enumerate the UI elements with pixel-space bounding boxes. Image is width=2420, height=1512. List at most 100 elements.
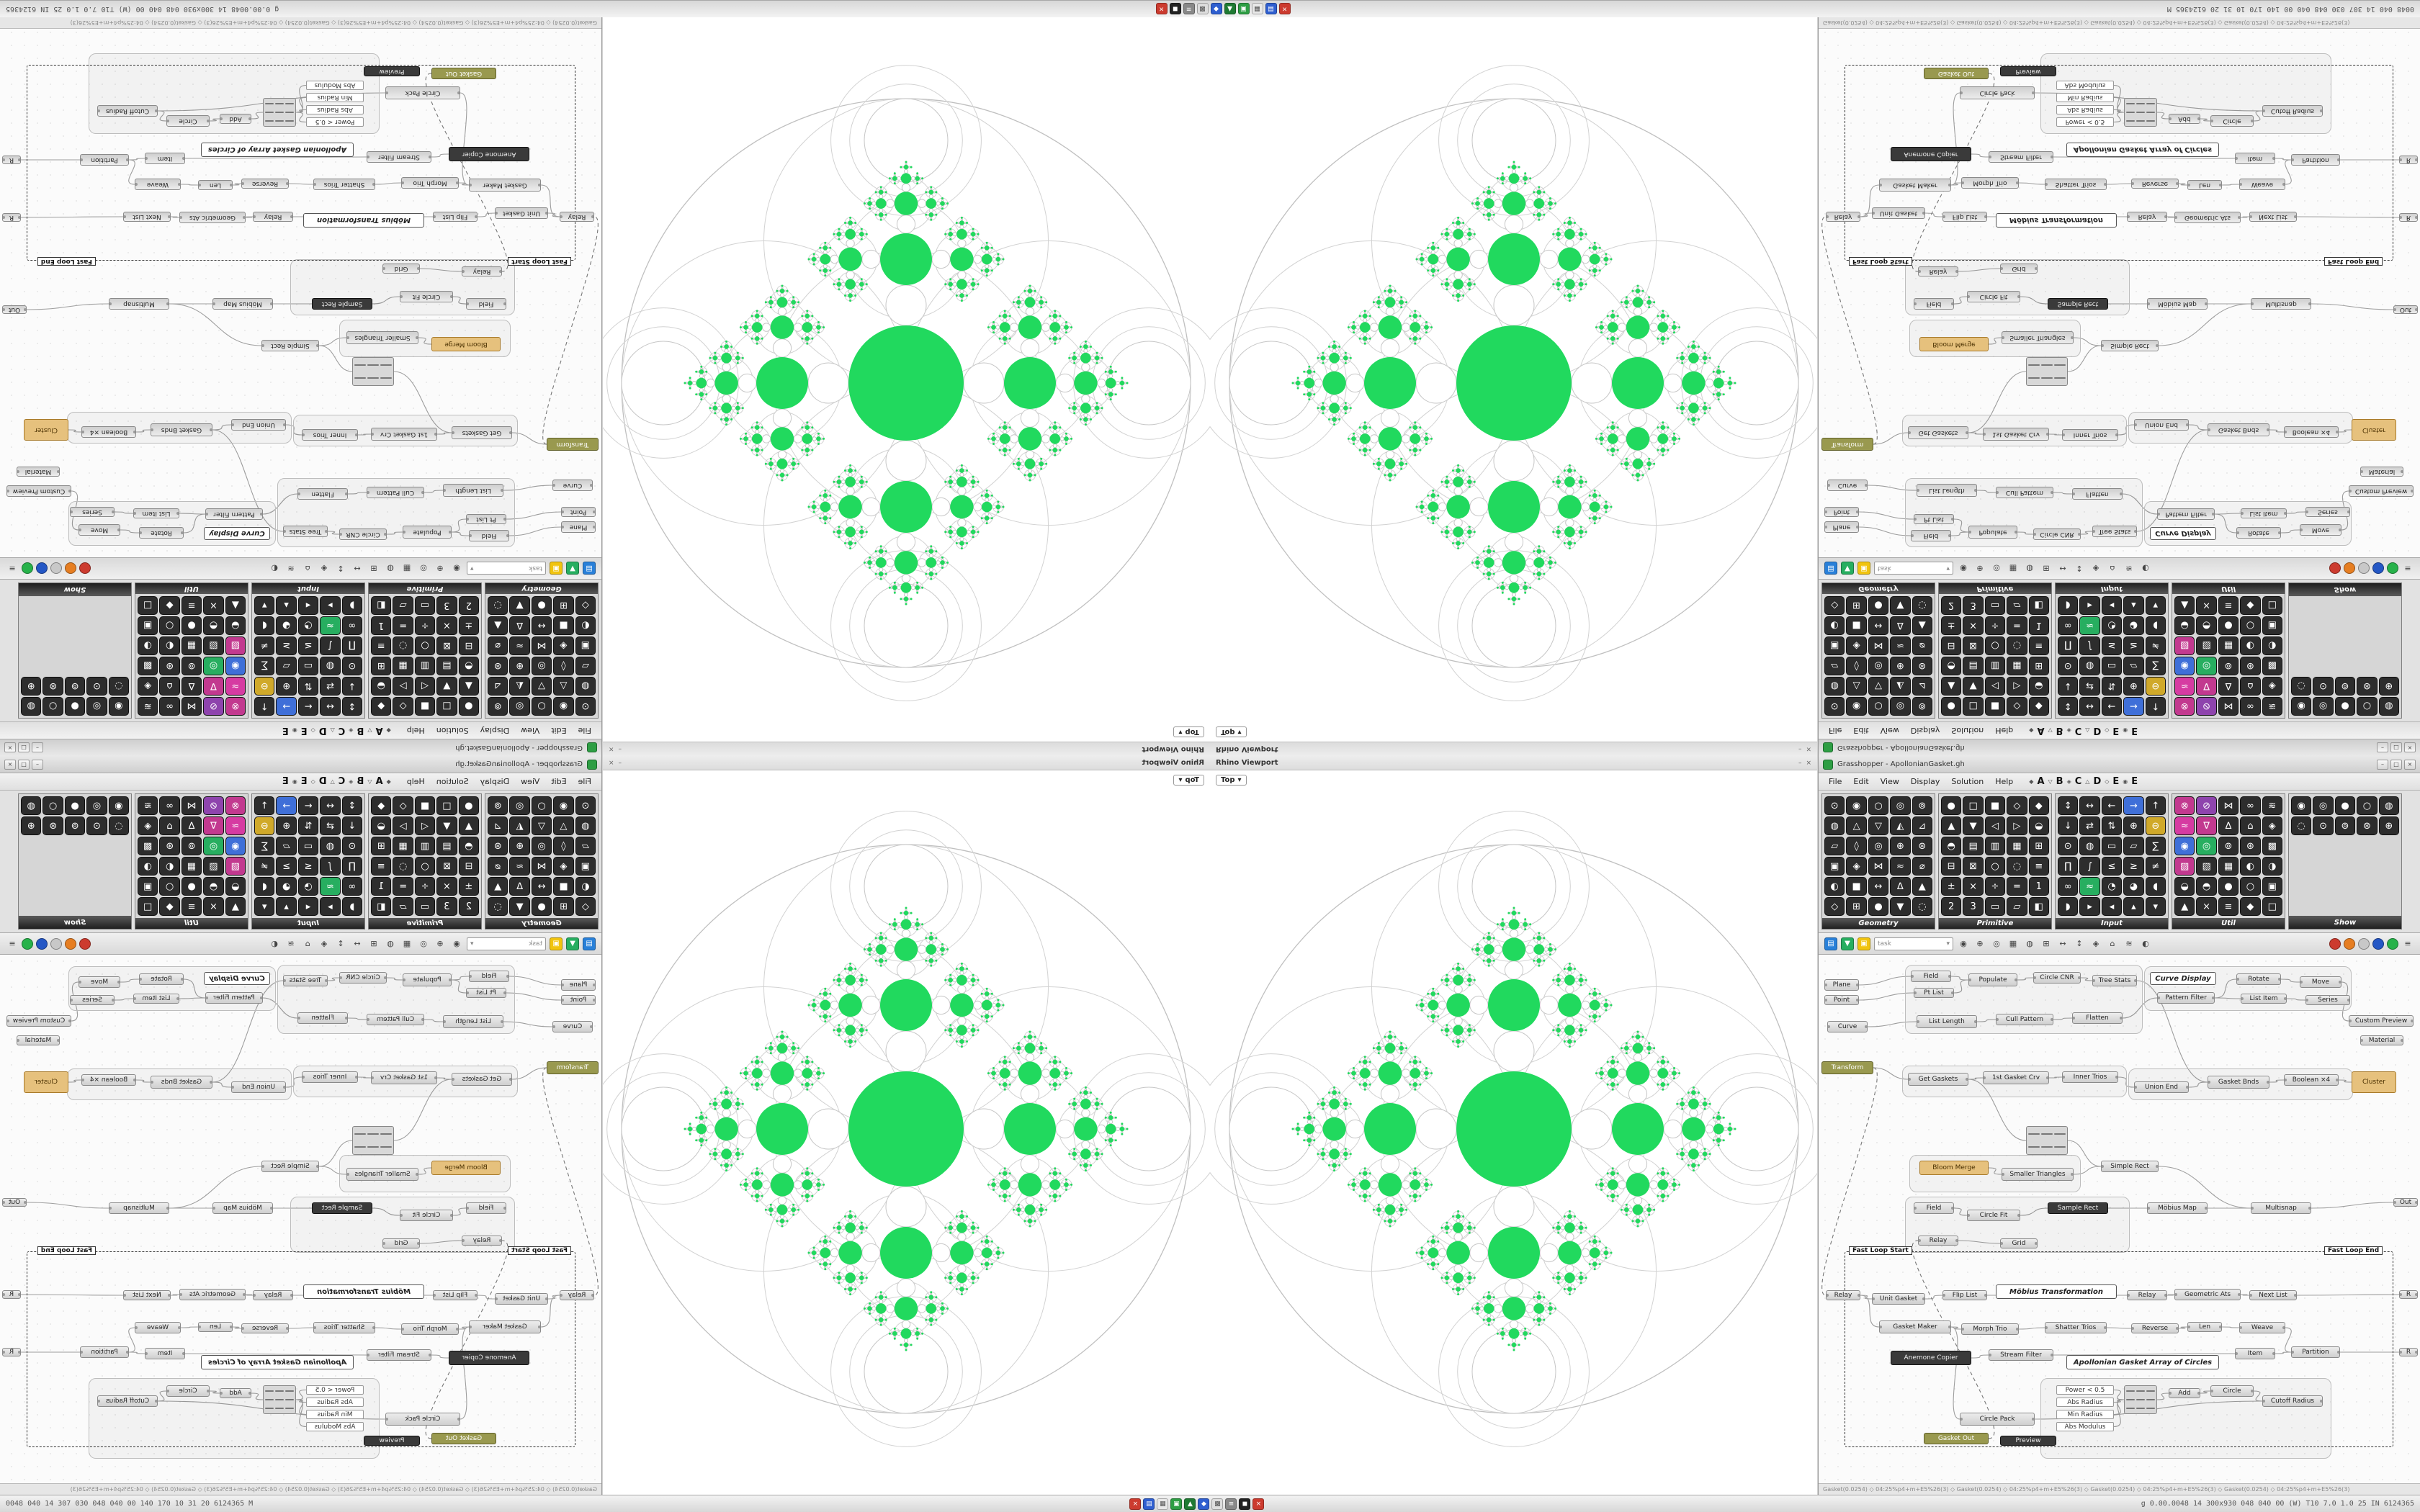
component-icon[interactable]: ◐ <box>2240 636 2261 655</box>
component-icon[interactable]: ⊙ <box>2313 677 2334 696</box>
gh-node[interactable]: Circle Fit <box>1967 1210 2020 1221</box>
color-swatch[interactable] <box>2146 1408 2155 1409</box>
gh-node[interactable]: Relay <box>560 1290 594 1300</box>
viewport-canvas[interactable]: Top ▾ <box>602 17 1210 742</box>
toolbar-icon[interactable]: ⊞ <box>2043 939 2050 948</box>
color-swatch[interactable] <box>275 1390 284 1392</box>
component-icon[interactable]: ⊙ <box>341 837 362 855</box>
component-icon[interactable]: ▣ <box>138 616 158 635</box>
taskbar-terminal-icon[interactable]: ▲ <box>1184 1498 1196 1510</box>
gh-node[interactable]: Gasket Out <box>431 68 496 79</box>
palette-tab-primitive[interactable]: Primitive <box>369 583 481 594</box>
component-icon[interactable]: ⊗ <box>2174 697 2195 716</box>
gh-node[interactable]: Power < 0.5 <box>306 117 364 127</box>
gh-node[interactable]: Weave <box>135 179 181 190</box>
gh-node[interactable]: Morph Trio <box>1961 177 2019 189</box>
component-icon[interactable]: ◍ <box>2079 837 2100 855</box>
button-cell[interactable] <box>380 1133 392 1135</box>
component-icon[interactable]: ▱ <box>2007 897 2027 916</box>
plugin-tab-e[interactable]: E <box>2112 725 2120 736</box>
color-swatch[interactable] <box>2136 1399 2145 1400</box>
button-cell[interactable] <box>2054 1146 2066 1148</box>
gh-node[interactable]: Cull Pattern <box>1996 1014 2053 1025</box>
button-cell[interactable] <box>380 377 392 379</box>
component-icon[interactable]: ≈ <box>2079 616 2100 635</box>
color-swatch[interactable] <box>2146 120 2155 122</box>
component-icon[interactable]: ∞ <box>341 616 362 635</box>
component-icon[interactable]: ▧ <box>2196 857 2217 876</box>
gh-node[interactable]: R <box>2 1348 21 1356</box>
component-icon[interactable]: ▴ <box>2123 897 2144 916</box>
rhino-viewport[interactable]: Rhino Viewport – × Top ▾ <box>602 17 1210 756</box>
component-icon[interactable]: ⇅ <box>297 816 319 835</box>
component-icon[interactable]: 3 <box>436 596 457 615</box>
component-icon[interactable]: ≡ <box>2218 897 2239 916</box>
rhino-viewport[interactable]: Rhino Viewport – × Top ▾ <box>1210 17 1818 756</box>
toolbar-icon[interactable]: ↔ <box>2059 564 2066 573</box>
gh-node[interactable]: Möbius Map <box>212 1202 273 1214</box>
gh-node[interactable]: Cull Pattern <box>1996 487 2053 498</box>
component-icon[interactable]: ● <box>181 877 202 896</box>
toolbar-icon[interactable]: ⊞ <box>370 564 377 573</box>
component-icon[interactable]: ◗ <box>2058 897 2079 916</box>
gh-node[interactable]: Sample Rect <box>312 1202 372 1214</box>
toolbar-new-icon[interactable]: ▣ <box>550 937 563 950</box>
component-icon[interactable]: ▣ <box>2262 616 2282 635</box>
component-icon[interactable]: ◍ <box>21 796 42 815</box>
gh-node[interactable]: Power < 0.5 <box>2056 117 2114 127</box>
component-icon[interactable]: ◎ <box>2313 697 2334 716</box>
gh-node[interactable]: Len <box>2187 180 2222 190</box>
gh-node[interactable]: Rotate <box>139 527 184 539</box>
component-icon[interactable]: ≈ <box>320 877 341 896</box>
toolbar-icon[interactable]: ◐ <box>271 939 278 948</box>
gh-node[interactable]: Min Radius <box>2056 93 2114 102</box>
component-icon[interactable]: ○ <box>42 697 63 716</box>
gh-node[interactable]: Sample Rect <box>2048 1202 2108 1214</box>
component-icon[interactable]: ⊞ <box>371 837 392 855</box>
gh-node[interactable]: Anemone Copier <box>1891 1351 1971 1365</box>
plugin-tab-a[interactable]: A <box>2037 725 2045 736</box>
component-icon[interactable]: ≠ <box>2145 857 2166 876</box>
gh-node[interactable]: Flip List <box>1942 212 1987 222</box>
gh-node[interactable] <box>352 1126 394 1155</box>
display-ball-icon[interactable] <box>2387 562 2398 575</box>
gh-node[interactable]: Multisnap <box>109 298 169 310</box>
button-cell[interactable] <box>354 1146 366 1148</box>
component-icon[interactable]: ▦ <box>393 837 413 855</box>
menu-display[interactable]: Display <box>1910 726 1940 735</box>
gh-node[interactable]: Anemone Copier <box>1891 147 1971 161</box>
component-icon[interactable]: ◐ <box>575 616 596 635</box>
component-icon[interactable]: 1 <box>2028 877 2049 896</box>
toolbar-icon[interactable]: ◍ <box>2026 939 2033 948</box>
component-icon[interactable]: ≈ <box>225 816 246 835</box>
component-icon[interactable]: ∆ <box>1890 616 1911 635</box>
component-icon[interactable]: × <box>2196 897 2217 916</box>
plugin-tab-d[interactable]: D <box>2093 725 2102 736</box>
gh-node[interactable]: Relay <box>2127 1290 2167 1300</box>
component-icon[interactable]: ◎ <box>86 796 107 815</box>
gh-node[interactable]: Material <box>17 1035 60 1045</box>
component-icon[interactable]: ◉ <box>2291 697 2312 716</box>
component-icon[interactable]: ● <box>2334 697 2356 716</box>
plugin-tab-c[interactable]: C <box>2074 725 2082 736</box>
color-swatch[interactable] <box>2146 103 2155 104</box>
component-icon[interactable]: ▭ <box>297 657 319 675</box>
component-icon[interactable]: ▲ <box>488 877 508 896</box>
toolbar-icon[interactable]: ◈ <box>2092 939 2099 948</box>
component-icon[interactable]: ± <box>458 877 479 896</box>
component-icon[interactable]: ▾ <box>2145 897 2166 916</box>
gh-node[interactable]: Cutoff Radius <box>2262 105 2323 117</box>
component-icon[interactable]: ⊛ <box>42 816 63 835</box>
component-icon[interactable]: ⊚ <box>488 796 508 815</box>
component-icon[interactable]: ⌂ <box>159 677 180 696</box>
component-icon[interactable]: ◓ <box>2196 616 2217 635</box>
palette-tab-util[interactable]: Util <box>2172 918 2285 929</box>
gh-node[interactable]: Material <box>2360 1035 2403 1045</box>
toolbar-icon[interactable]: ↕ <box>2076 939 2083 948</box>
menu-file[interactable]: File <box>1829 726 1842 735</box>
component-icon[interactable]: ● <box>458 796 479 815</box>
component-icon[interactable]: ▥ <box>1984 837 2006 855</box>
toolbar-icon[interactable]: ≋ <box>2125 564 2133 573</box>
component-icon[interactable]: ⊠ <box>436 636 457 655</box>
palette-tab-util[interactable]: Util <box>2172 583 2285 594</box>
